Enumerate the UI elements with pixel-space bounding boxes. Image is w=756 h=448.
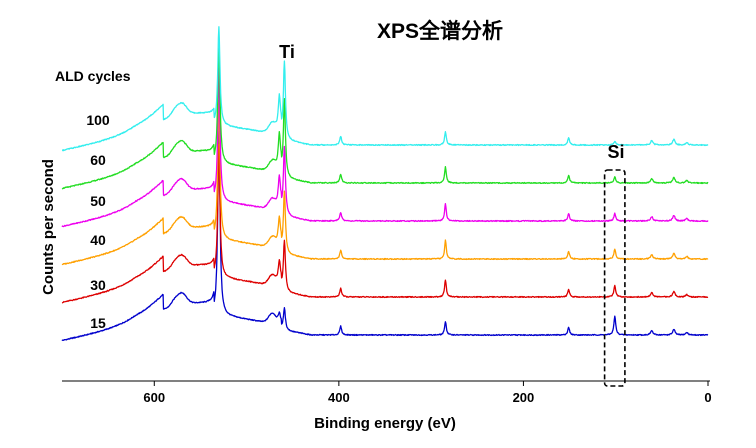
cycle-label-layer: 15 30 40 50 60 100: [86, 112, 110, 331]
cycle-label-30: 30: [90, 277, 106, 293]
series-line-15: [61, 122, 709, 342]
annotation-si: Si: [607, 142, 624, 162]
cycle-label-100: 100: [86, 112, 110, 128]
chart-title: XPS全谱分析: [377, 19, 503, 43]
series-line-100: [61, 26, 709, 152]
x-tick-label: 0: [704, 390, 711, 405]
cycle-label-15: 15: [90, 315, 106, 331]
x-axis-label: Binding energy (eV): [314, 415, 456, 432]
x-tick-label: 600: [143, 390, 165, 405]
series-line-50: [61, 67, 709, 228]
legend-title: ALD cycles: [55, 68, 131, 84]
x-tick-label: 200: [513, 390, 535, 405]
series-line-40: [61, 99, 709, 266]
series-line-60: [61, 39, 709, 190]
cycle-label-60: 60: [90, 152, 106, 168]
x-tick-label: 400: [328, 390, 350, 405]
series-line-30: [61, 143, 709, 304]
cycle-label-40: 40: [90, 232, 106, 248]
y-axis-label: Counts per second: [40, 159, 57, 295]
annotation-ti: Ti: [279, 42, 295, 62]
cycle-label-50: 50: [90, 193, 106, 209]
x-tick-layer: 600 400 200 0: [143, 381, 712, 405]
si-highlight-box: [603, 169, 626, 387]
series-layer: [61, 26, 709, 342]
